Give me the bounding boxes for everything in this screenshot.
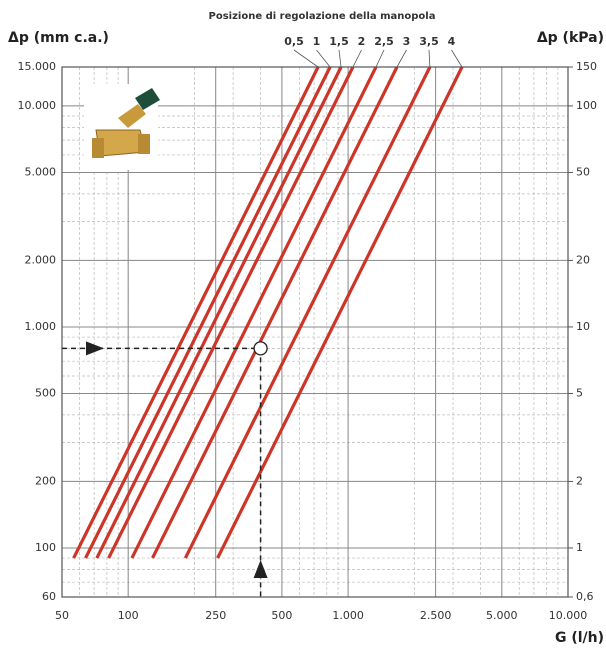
series-line <box>107 66 355 559</box>
label-leader <box>293 49 319 68</box>
series-label: 3 <box>403 35 411 48</box>
valve-end <box>92 138 104 158</box>
label-leader <box>396 49 407 68</box>
y2-tick-label: 150 <box>576 60 597 73</box>
x-tick-label: 250 <box>205 609 226 622</box>
series-line <box>130 66 378 559</box>
example-point <box>253 341 268 356</box>
arrow <box>253 560 268 578</box>
label-leader <box>338 49 342 68</box>
y2-tick-label: 10 <box>576 320 590 333</box>
y-axis-title: Δp (mm c.a.) <box>8 30 109 46</box>
y2-tick-label: 2 <box>576 474 583 487</box>
plot-frame <box>61 66 569 598</box>
series-label: 1 <box>313 35 321 48</box>
x-tick-label: 100 <box>118 609 139 622</box>
x-tick-label: 10.000 <box>549 609 588 622</box>
label-leader <box>316 49 331 68</box>
y2-axis-title: Δp (kPa) <box>537 30 604 46</box>
y-tick-label: 500 <box>35 386 56 399</box>
valve-icon <box>84 84 160 170</box>
series-line <box>151 66 399 559</box>
label-leader <box>428 49 431 68</box>
valve-neck <box>118 104 146 128</box>
y2-tick-label: 50 <box>576 165 590 178</box>
marks <box>72 49 464 559</box>
x-tick-label: 5.000 <box>486 609 518 622</box>
grid <box>61 66 569 598</box>
y-tick-label: 60 <box>42 590 56 603</box>
y-tick-label: 100 <box>35 541 56 554</box>
y-tick-label: 1.000 <box>25 320 57 333</box>
series-line <box>216 66 464 559</box>
valve-knob <box>135 88 160 110</box>
series-line <box>183 66 432 559</box>
series-line <box>84 66 332 559</box>
x-tick-label: 50 <box>55 609 69 622</box>
y-tick-label: 5.000 <box>25 165 57 178</box>
y2-tick-label: 0,6 <box>576 590 594 603</box>
y-tick-label: 15.000 <box>18 60 57 73</box>
y2-tick-label: 100 <box>576 99 597 112</box>
series-label: 4 <box>448 35 456 48</box>
series-label: 0,5 <box>284 35 304 48</box>
arrow <box>86 341 104 356</box>
y-tick-label: 10.000 <box>18 99 57 112</box>
x-tick-label: 2.500 <box>420 609 452 622</box>
series-label: 1,5 <box>329 35 349 48</box>
series-line <box>95 66 343 559</box>
label-leader <box>375 49 385 68</box>
x-axis-title: G (l/h) <box>555 630 604 646</box>
y2-tick-label: 20 <box>576 253 590 266</box>
series-label: 3,5 <box>419 35 439 48</box>
valve-end <box>138 134 150 154</box>
x-tick-label: 1.000 <box>332 609 364 622</box>
series-line <box>72 66 320 559</box>
series-label: 2,5 <box>374 35 394 48</box>
series-label: 2 <box>358 35 366 48</box>
chart-title: Posizione di regolazione della manopola <box>209 11 436 22</box>
y-tick-label: 200 <box>35 474 56 487</box>
y2-tick-label: 5 <box>576 386 583 399</box>
y-tick-label: 2.000 <box>25 253 57 266</box>
label-leader <box>451 49 463 68</box>
label-leader <box>352 49 362 68</box>
y2-tick-label: 1 <box>576 541 583 554</box>
x-tick-label: 500 <box>271 609 292 622</box>
